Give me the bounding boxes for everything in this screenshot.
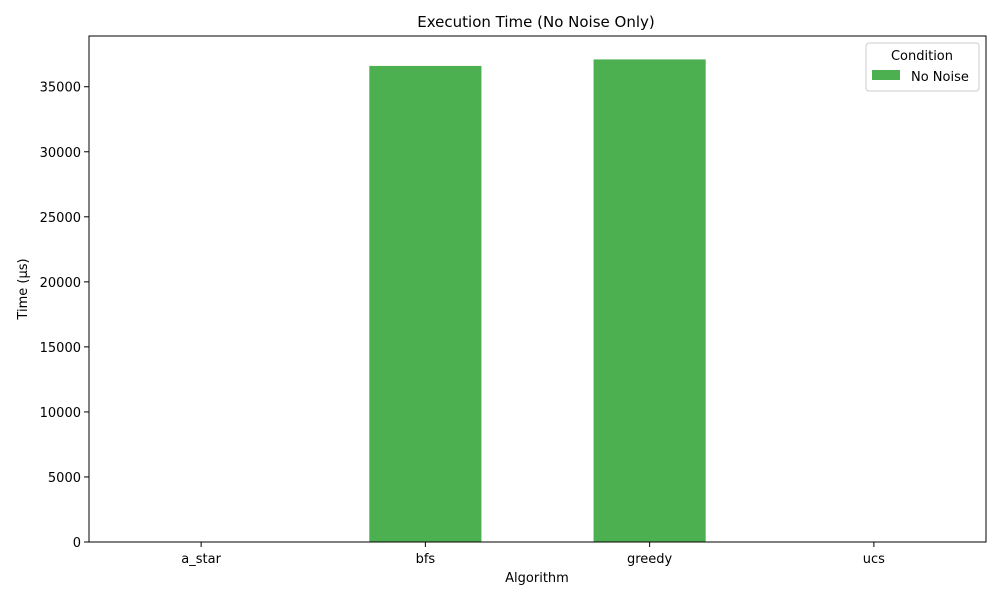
- x-tick-label: ucs: [863, 552, 885, 567]
- y-tick-label: 0: [73, 536, 81, 551]
- bar-greedy: [593, 59, 706, 543]
- y-tick-label: 15000: [40, 341, 81, 356]
- bar-group: [369, 59, 706, 543]
- y-axis-ticks: 0 5000 10000 15000 20000 25000 30000 35000: [40, 81, 89, 551]
- legend: Condition No Noise: [865, 42, 980, 92]
- legend-swatch-no-noise: [872, 70, 900, 80]
- y-tick-label: 20000: [40, 276, 81, 291]
- plot-frame: [88, 35, 987, 543]
- bar-bfs: [369, 65, 482, 543]
- legend-title: Condition: [891, 49, 953, 64]
- chart-title: Execution Time (No Noise Only): [417, 13, 654, 31]
- x-tick-label: greedy: [627, 552, 673, 567]
- y-axis-label: Time (µs): [16, 258, 31, 320]
- x-tick-label: bfs: [416, 552, 436, 567]
- legend-entry-no-noise: No Noise: [911, 70, 969, 85]
- y-tick-label: 30000: [40, 146, 81, 161]
- y-tick-label: 10000: [40, 406, 81, 421]
- y-tick-label: 25000: [40, 211, 81, 226]
- x-tick-label: a_star: [181, 552, 221, 567]
- y-tick-label: 5000: [48, 471, 81, 486]
- x-axis-label: Algorithm: [505, 571, 569, 586]
- y-tick-label: 35000: [40, 81, 81, 96]
- x-axis-ticks: a_star bfs greedy ucs: [181, 542, 885, 567]
